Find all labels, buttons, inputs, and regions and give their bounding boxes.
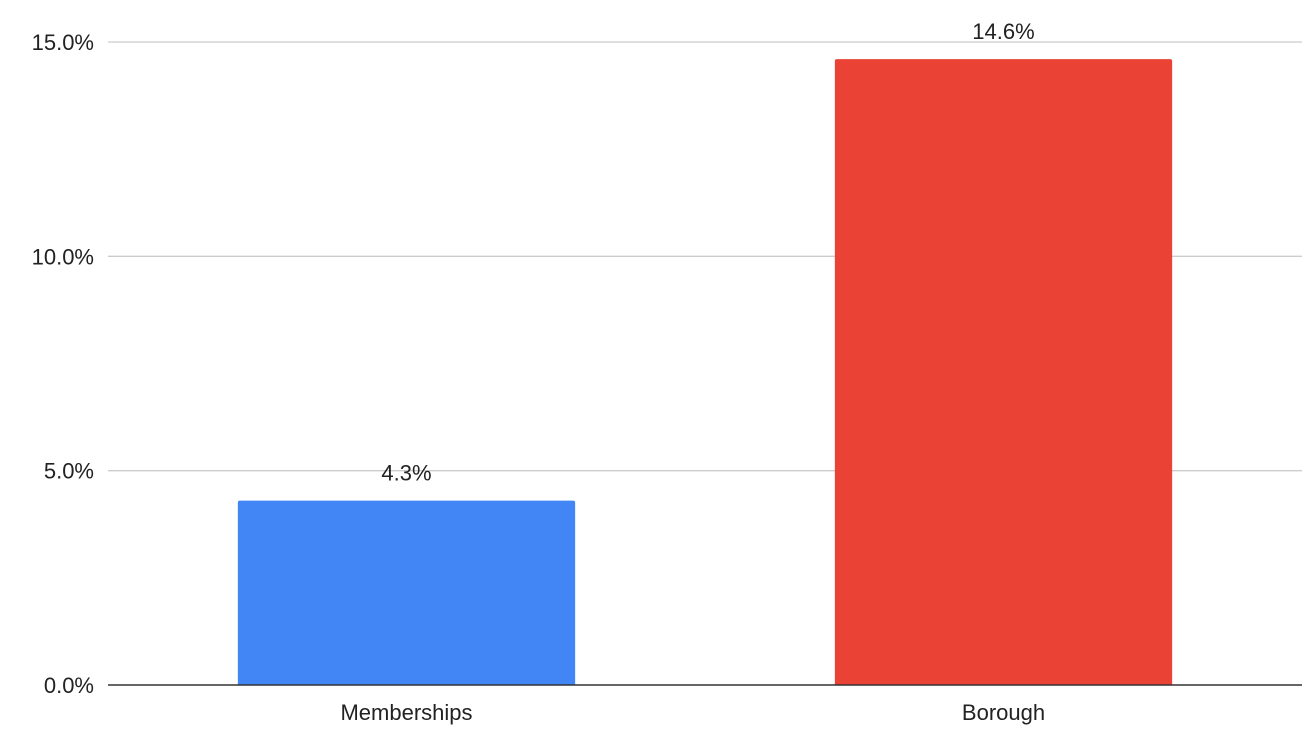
x-axis-category-labels: Memberships Borough: [340, 700, 1045, 725]
bar-memberships: [237, 500, 576, 685]
data-labels: 4.3% 14.6%: [381, 19, 1034, 486]
category-label-borough: Borough: [962, 700, 1045, 725]
y-tick-label: 0.0%: [44, 673, 94, 698]
y-tick-label: 15.0%: [32, 30, 94, 55]
y-tick-label: 10.0%: [32, 244, 94, 269]
y-tick-label: 5.0%: [44, 459, 94, 484]
bars: [237, 59, 1173, 685]
bar-borough: [834, 59, 1173, 685]
data-label-memberships: 4.3%: [381, 461, 431, 486]
data-label-borough: 14.6%: [972, 19, 1034, 44]
y-axis-tick-labels: 0.0% 5.0% 10.0% 15.0%: [32, 30, 94, 698]
category-label-memberships: Memberships: [340, 700, 472, 725]
